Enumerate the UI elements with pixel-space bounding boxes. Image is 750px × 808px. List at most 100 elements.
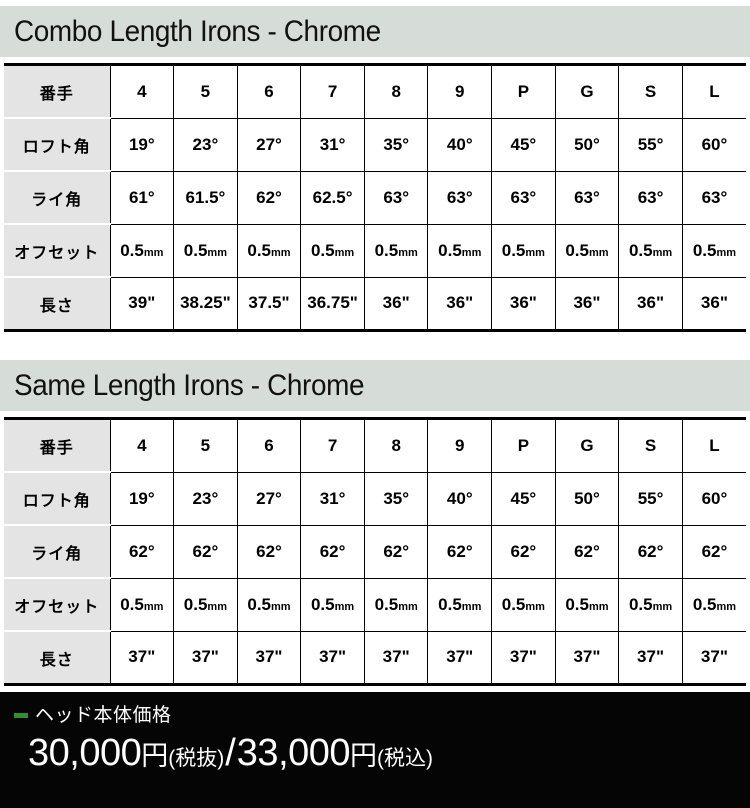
cell-value: 37" [491,630,556,685]
table-row: 長さ 37" 37" 37" 37" 37" 37" 37" 37" 37" 3… [4,630,746,685]
column-header: L [681,64,746,119]
section-title-same: Same Length Irons - Chrome [14,368,365,402]
price-separator: / [225,732,236,774]
price-label: ヘッド本体価格 [35,705,172,726]
cell-value: 0.5mm [109,223,175,278]
cell-value: 0.5mm [618,223,683,278]
cell-value: 40° [427,471,493,526]
cell-value: 0.5mm [363,577,429,632]
cell-number: 0.5 [247,594,272,614]
price-excl-tax-note: (税抜) [168,747,225,770]
cell-value: 63° [618,170,683,225]
cell-value: 55° [618,117,683,172]
cell-value: 36" [427,276,493,331]
cell-number: 0.5 [565,240,589,260]
cell-number: 0.5 [120,240,144,260]
cell-unit: mm [334,246,355,259]
price-incl-amount: 33,000 [236,732,351,774]
cell-value: 37" [236,630,302,685]
cell-unit: mm [271,600,291,613]
cell-value: 0.5mm [236,223,302,278]
cell-unit: mm [207,600,227,613]
cell-value: 35° [363,117,429,172]
cell-unit: mm [143,600,164,613]
price-label-row: ヘッド本体価格 [14,706,750,725]
cell-value: 39" [109,276,175,331]
cell-value: 37" [109,630,175,685]
cell-number: 0.5 [628,594,653,614]
cell-value: 62° [554,524,620,579]
cell-unit: mm [716,246,737,259]
table-header-row: 番手 4 5 6 7 8 9 P G S L [4,418,746,473]
cell-value: 60° [681,471,746,526]
cell-unit: mm [207,246,227,259]
cell-value: 36" [618,276,683,331]
cell-unit: mm [334,600,355,613]
cell-number: 0.5 [501,594,526,614]
column-header: 6 [236,418,302,473]
cell-value: 62° [681,524,746,579]
cell-value: 37" [618,630,683,685]
cell-value: 62° [173,524,238,579]
title-table-spacer-2 [0,411,750,417]
price-bar: ヘッド本体価格 30,000 円 (税抜)/33,000 円 (税込) [0,692,750,808]
cell-number: 0.5 [628,240,653,260]
column-header: L [681,418,746,473]
column-header: 9 [427,418,493,473]
cell-value: 62° [491,524,556,579]
cell-value: 62.5° [300,170,365,225]
table-row: ロフト角 19° 23° 27° 31° 35° 40° 45° 50° 55°… [4,117,746,172]
column-header: 7 [300,418,365,473]
cell-value: 31° [300,471,365,526]
cell-unit: mm [271,246,291,259]
cell-value: 0.5mm [681,223,746,278]
table-row: オフセット 0.5mm 0.5mm 0.5mm 0.5mm 0.5mm 0.5m… [4,577,746,632]
cell-value: 0.5mm [236,577,302,632]
table-price-spacer [0,686,750,692]
cell-value: 0.5mm [109,577,175,632]
column-header: 4 [109,418,175,473]
cell-value: 62° [618,524,683,579]
row-label-bangou: 番手 [4,418,111,473]
column-header: S [618,64,683,119]
section-title-band-1: Combo Length Irons - Chrome [0,6,750,57]
cell-value: 36" [491,276,556,331]
cell-number: 0.5 [374,594,399,614]
spec-table-wrap-1: 番手 4 5 6 7 8 9 P G S L ロフト角 19° 23° 27° [0,63,750,332]
section-title-combo: Combo Length Irons - Chrome [14,14,381,48]
cell-value: 0.5mm [618,577,683,632]
cell-value: 40° [427,117,493,172]
spec-table-same: 番手 4 5 6 7 8 9 P G S L ロフト角 19° 23° 27° [4,417,746,686]
cell-value: 31° [300,117,365,172]
cell-number: 0.5 [692,594,717,614]
cell-value: 60° [681,117,746,172]
cell-value: 62° [363,524,429,579]
cell-value: 62° [109,524,175,579]
column-header: P [491,418,556,473]
cell-value: 63° [554,170,620,225]
cell-value: 0.5mm [554,223,620,278]
spec-table-wrap-2: 番手 4 5 6 7 8 9 P G S L ロフト角 19° 23° 27° [0,417,750,686]
cell-unit: mm [525,600,545,613]
cell-unit: mm [588,600,609,613]
cell-value: 0.5mm [491,577,556,632]
cell-value: 61° [109,170,175,225]
cell-value: 37" [300,630,365,685]
row-label-bangou: 番手 [4,64,111,119]
top-spacer [0,0,750,6]
cell-unit: mm [143,246,164,259]
cell-unit: mm [398,600,418,613]
cell-value: 50° [554,117,620,172]
cell-value: 63° [491,170,556,225]
table-row: ライ角 62° 62° 62° 62° 62° 62° 62° 62° 62° … [4,524,746,579]
table-header-row: 番手 4 5 6 7 8 9 P G S L [4,64,746,119]
cell-value: 23° [173,117,238,172]
price-excl-currency: 円 [141,741,169,771]
cell-unit: mm [525,246,545,259]
column-header: 6 [236,64,302,119]
cell-number: 0.5 [183,240,208,260]
cell-value: 35° [363,471,429,526]
price-excl-amount: 30,000 [28,732,142,774]
table-row: ライ角 61° 61.5° 62° 62.5° 63° 63° 63° 63° … [4,170,746,225]
cell-number: 0.5 [438,240,462,260]
